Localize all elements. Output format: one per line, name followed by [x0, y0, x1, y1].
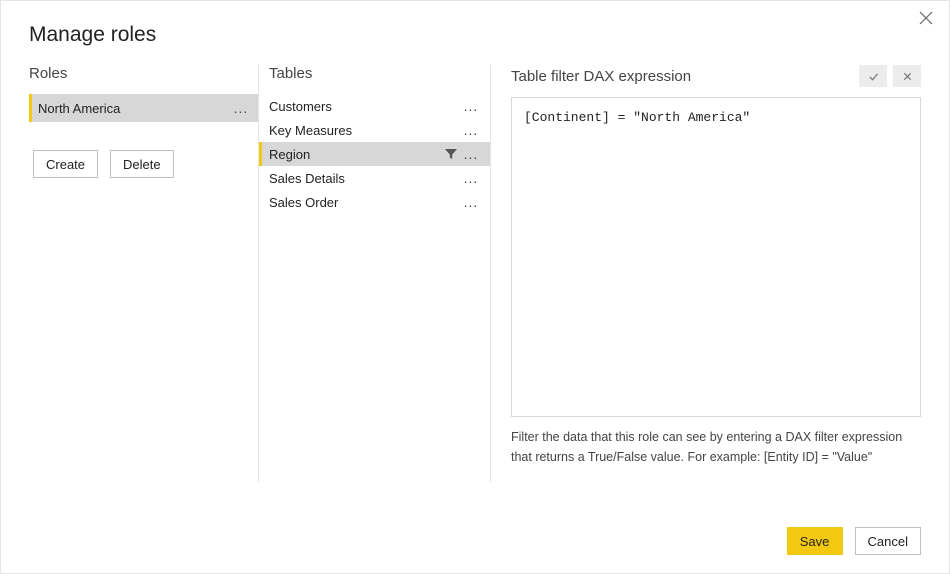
close-icon — [919, 11, 933, 25]
table-item-menu-button[interactable]: ... — [462, 171, 480, 185]
table-item-label: Key Measures — [269, 123, 462, 138]
table-item[interactable]: Key Measures ... — [259, 118, 490, 142]
role-buttons: Create Delete — [33, 150, 258, 178]
delete-role-button[interactable]: Delete — [110, 150, 174, 178]
table-item-menu-button[interactable]: ... — [462, 195, 480, 209]
role-item-label: North America — [38, 101, 232, 116]
table-item-label: Customers — [269, 99, 462, 114]
table-item[interactable]: Sales Details ... — [259, 166, 490, 190]
dax-expression-input[interactable] — [511, 97, 921, 417]
table-item-label: Sales Details — [269, 171, 462, 186]
tables-header: Tables — [259, 65, 490, 94]
expression-hint: Filter the data that this role can see b… — [511, 427, 921, 467]
columns-container: Roles North America ... Create Delete Ta… — [1, 47, 949, 482]
expression-header-row: Table filter DAX expression — [511, 65, 921, 97]
accept-expression-button[interactable] — [859, 65, 887, 87]
manage-roles-dialog: Manage roles Roles North America ... Cre… — [0, 0, 950, 574]
role-item-menu-button[interactable]: ... — [232, 101, 250, 115]
expression-header: Table filter DAX expression — [511, 68, 853, 85]
table-item[interactable]: Sales Order ... — [259, 190, 490, 214]
tables-column: Tables Customers ... Key Measures ... Re… — [259, 65, 491, 482]
dialog-title: Manage roles — [1, 1, 949, 47]
create-role-button[interactable]: Create — [33, 150, 98, 178]
roles-column: Roles North America ... Create Delete — [29, 65, 259, 482]
dialog-footer: Save Cancel — [787, 527, 921, 555]
table-item-label: Region — [269, 147, 444, 162]
check-icon — [868, 71, 879, 82]
table-item-label: Sales Order — [269, 195, 462, 210]
revert-expression-button[interactable] — [893, 65, 921, 87]
table-item[interactable]: Customers ... — [259, 94, 490, 118]
table-item-menu-button[interactable]: ... — [462, 99, 480, 113]
close-button[interactable] — [919, 11, 935, 27]
role-item[interactable]: North America ... — [29, 94, 258, 122]
table-item-menu-button[interactable]: ... — [462, 147, 480, 161]
tables-list: Customers ... Key Measures ... Region ..… — [259, 94, 490, 214]
roles-header: Roles — [29, 65, 258, 94]
save-button[interactable]: Save — [787, 527, 843, 555]
table-item[interactable]: Region ... — [259, 142, 490, 166]
x-icon — [902, 71, 913, 82]
expression-column: Table filter DAX expression Filter the d… — [491, 65, 921, 482]
table-item-menu-button[interactable]: ... — [462, 123, 480, 137]
filter-icon — [444, 147, 458, 161]
cancel-button[interactable]: Cancel — [855, 527, 921, 555]
